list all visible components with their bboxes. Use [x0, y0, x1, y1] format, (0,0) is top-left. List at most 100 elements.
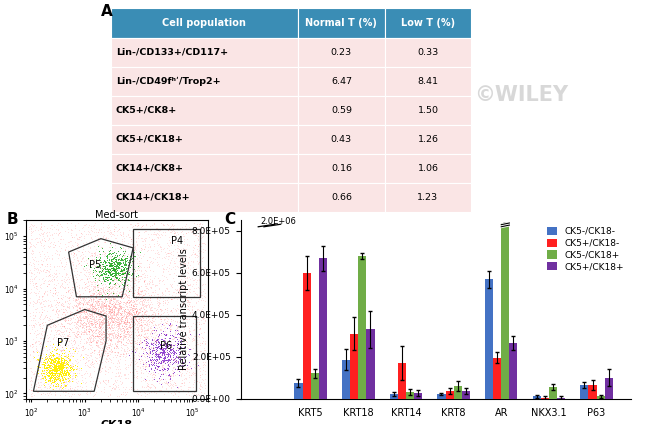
- Point: [141, 349, 151, 356]
- Point: [70, 332, 80, 339]
- Point: [79, 326, 89, 333]
- Point: [171, 308, 181, 315]
- Point: [90, 298, 100, 304]
- Point: [104, 256, 114, 263]
- Point: [66, 393, 76, 399]
- Point: [115, 304, 125, 310]
- Point: [125, 298, 135, 305]
- Point: [109, 323, 120, 330]
- Point: [103, 351, 114, 358]
- Point: [152, 335, 162, 342]
- Point: [162, 349, 172, 355]
- Point: [98, 349, 108, 355]
- Point: [92, 320, 102, 326]
- Point: [88, 285, 99, 292]
- Point: [162, 339, 172, 346]
- Point: [122, 318, 133, 325]
- Point: [31, 357, 42, 363]
- Point: [138, 250, 149, 257]
- Point: [190, 365, 201, 371]
- Point: [26, 231, 36, 238]
- Point: [40, 253, 50, 259]
- Point: [131, 307, 141, 314]
- Point: [44, 276, 54, 283]
- Point: [157, 335, 167, 342]
- Point: [198, 377, 208, 383]
- Point: [133, 278, 143, 285]
- Point: [178, 328, 188, 335]
- Point: [140, 276, 151, 283]
- Point: [29, 372, 40, 379]
- Point: [88, 315, 98, 322]
- Point: [77, 245, 88, 252]
- Point: [162, 350, 173, 357]
- Point: [81, 313, 91, 320]
- Point: [192, 290, 202, 297]
- Point: [167, 237, 177, 244]
- Point: [48, 360, 58, 366]
- Point: [151, 355, 161, 362]
- Point: [52, 350, 62, 357]
- Point: [147, 306, 157, 313]
- Point: [77, 325, 87, 332]
- Point: [175, 318, 185, 324]
- Point: [169, 295, 179, 301]
- Point: [136, 303, 147, 310]
- Point: [49, 273, 59, 279]
- Point: [90, 302, 100, 309]
- Point: [133, 324, 143, 331]
- Point: [87, 292, 98, 298]
- Point: [118, 266, 128, 273]
- Point: [79, 362, 90, 368]
- Point: [97, 331, 107, 338]
- Point: [134, 331, 144, 338]
- Point: [190, 228, 200, 234]
- Point: [124, 315, 135, 321]
- Point: [39, 361, 49, 368]
- Point: [137, 293, 148, 299]
- Point: [98, 281, 108, 288]
- Point: [83, 315, 93, 321]
- Point: [190, 385, 201, 392]
- Point: [192, 307, 202, 313]
- Point: [56, 360, 66, 367]
- Point: [151, 357, 161, 364]
- Point: [134, 305, 144, 312]
- Point: [168, 222, 179, 229]
- Point: [156, 386, 166, 393]
- Point: [164, 271, 174, 278]
- Point: [136, 352, 146, 359]
- Point: [47, 225, 57, 232]
- Point: [84, 307, 94, 313]
- Point: [90, 275, 101, 282]
- Point: [94, 268, 104, 274]
- Point: [77, 249, 87, 256]
- Point: [144, 304, 154, 310]
- Point: [35, 379, 46, 385]
- Point: [142, 285, 152, 291]
- Point: [58, 335, 69, 341]
- Point: [153, 353, 164, 360]
- Point: [154, 349, 164, 356]
- Point: [73, 316, 83, 323]
- Point: [95, 310, 105, 317]
- Point: [105, 364, 115, 371]
- Point: [124, 346, 135, 353]
- Point: [153, 299, 163, 306]
- Point: [118, 245, 128, 251]
- Point: [51, 349, 62, 356]
- Point: [84, 371, 95, 378]
- Point: [39, 222, 49, 229]
- Point: [83, 336, 93, 343]
- Point: [65, 367, 75, 374]
- Point: [96, 307, 106, 314]
- Point: [107, 314, 117, 321]
- Point: [144, 315, 154, 322]
- Point: [135, 365, 145, 371]
- Point: [77, 371, 87, 378]
- Point: [56, 365, 66, 372]
- Point: [49, 271, 60, 277]
- Point: [144, 263, 154, 270]
- Point: [123, 259, 133, 265]
- Point: [200, 340, 210, 347]
